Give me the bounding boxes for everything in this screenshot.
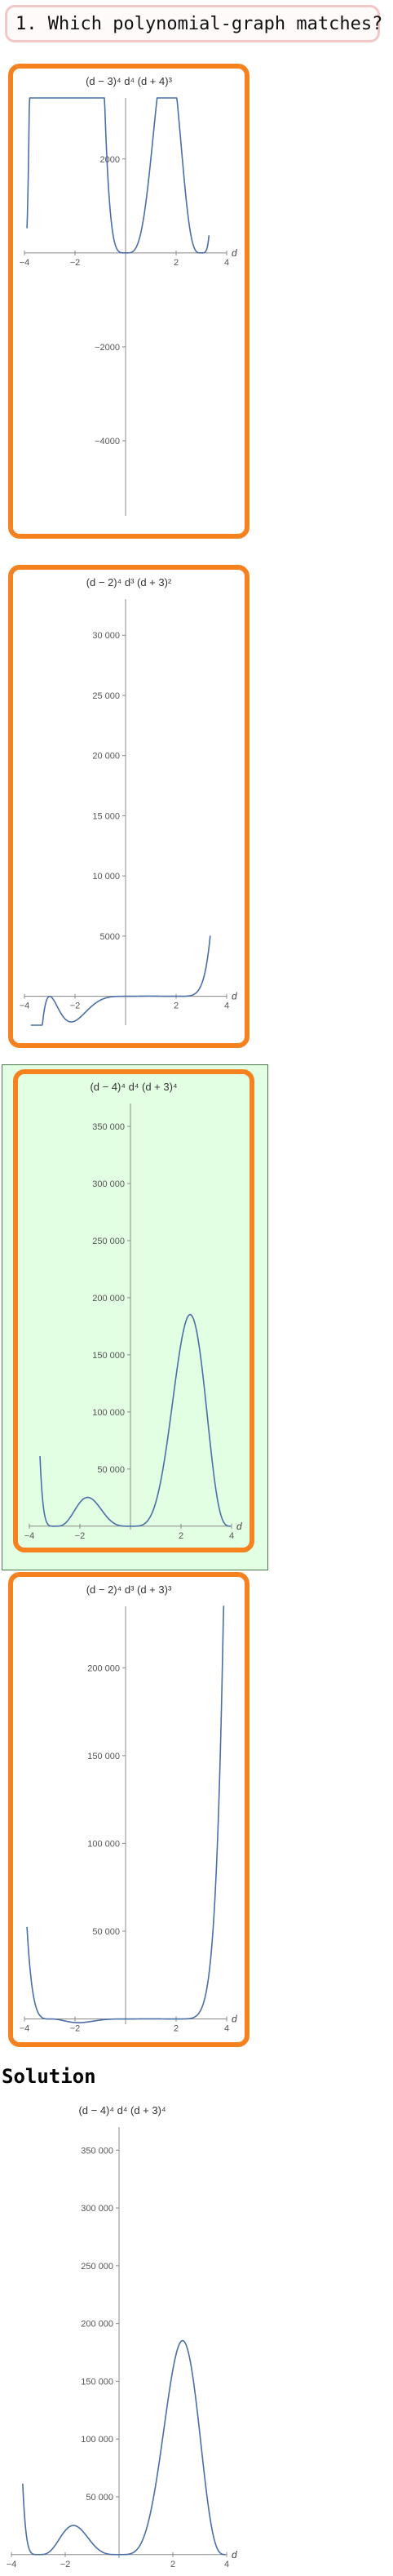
y-tick-label: 300 000	[81, 2204, 113, 2214]
x-tick-label: 4	[229, 1531, 234, 1541]
y-tick-label: 20 000	[92, 752, 120, 762]
y-tick-label: 250 000	[92, 1237, 125, 1246]
y-tick-label: −4000	[95, 437, 120, 446]
y-tick-label: 100 000	[81, 2435, 113, 2445]
x-axis-label: d	[236, 1521, 242, 1532]
plot-title: (d − 3)⁴ d⁴ (d + 4)³	[86, 75, 172, 87]
y-tick-label: 30 000	[92, 631, 120, 641]
x-tick-label: −4	[7, 2560, 17, 2569]
option-c-plot: (d − 4)⁴ d⁴ (d + 3)⁴ d −4 −2 2 4 50 000 100 000…	[24, 1081, 242, 1541]
y-tick-label: 300 000	[92, 1179, 125, 1189]
solution-plot-svg: (d − 4)⁴ d⁴ (d + 3)⁴ d −4 −2 2 4 50 000 100 000…	[7, 2104, 237, 2569]
x-axis-label: d	[232, 991, 237, 1002]
y-tick-label: 150 000	[87, 1752, 120, 1761]
y-tick-label: 250 000	[81, 2262, 113, 2272]
x-tick-label: −4	[24, 1531, 35, 1541]
x-tick-label: 4	[224, 258, 229, 268]
x-tick-label: 4	[224, 1002, 229, 1011]
x-tick-label: −4	[20, 2024, 30, 2034]
y-tick-label: 150 000	[92, 1351, 125, 1361]
x-tick-label: 4	[224, 2024, 229, 2034]
y-tick-label: 100 000	[92, 1408, 125, 1418]
option-card-b[interactable]: (d − 2)⁴ d³ (d + 3)² d −4 −2 2 4 5000 10 000 15 …	[8, 565, 249, 1048]
x-axis-label: d	[232, 2014, 237, 2025]
y-tick-label: 200 000	[81, 2320, 113, 2330]
plot-title: (d − 4)⁴ d⁴ (d + 3)⁴	[78, 2104, 166, 2116]
x-tick-label: −2	[60, 2560, 71, 2569]
x-tick-label: −2	[75, 1531, 86, 1541]
y-tick-label: 200 000	[92, 1294, 125, 1304]
y-tick-label: 50 000	[86, 2493, 113, 2503]
y-tick-label: 50 000	[97, 1465, 125, 1475]
x-tick-label: −2	[70, 258, 81, 268]
y-tick-label: −2000	[95, 343, 120, 353]
y-tick-label: 2000	[100, 155, 120, 165]
solution-plot: (d − 4)⁴ d⁴ (d + 3)⁴ d −4 −2 2 4 50 000 100 000…	[0, 2098, 245, 2576]
polynomial-curve	[26, 1606, 225, 2023]
y-tick-label: 50 000	[92, 1927, 120, 1937]
y-tick-label: 150 000	[81, 2377, 113, 2387]
plot-title: (d − 4)⁴ d⁴ (d + 3)⁴	[90, 1081, 177, 1093]
x-tick-label: 2	[170, 2560, 175, 2569]
question-text: 1. Which polynomial-graph matches?	[15, 13, 383, 34]
option-a-plot: (d − 3)⁴ d⁴ (d + 4)³ d −4 −2 2 4 2000 −2000 −400…	[20, 75, 237, 516]
x-tick-label: −4	[20, 1002, 30, 1011]
y-tick-label: 10 000	[92, 872, 120, 882]
y-tick-label: 5000	[100, 932, 120, 942]
y-tick-label: 25 000	[92, 691, 120, 701]
x-tick-label: 2	[174, 258, 179, 268]
x-tick-label: 2	[174, 2024, 179, 2034]
x-tick-label: −2	[70, 1002, 81, 1011]
polynomial-curve	[26, 97, 210, 254]
y-tick-label: 350 000	[81, 2146, 113, 2156]
y-tick-label: 15 000	[92, 811, 120, 821]
x-tick-label: 4	[224, 2560, 229, 2569]
option-card-a[interactable]: (d − 3)⁴ d⁴ (d + 4)³ d −4 −2 2 4 2000 −2000 −400…	[8, 64, 249, 539]
x-tick-label: 2	[179, 1531, 183, 1541]
y-tick-label: 350 000	[92, 1122, 125, 1132]
plot-title: (d − 2)⁴ d³ (d + 3)²	[86, 576, 172, 588]
polynomial-curve	[30, 935, 211, 1026]
question-header: 1. Which polynomial-graph matches?	[5, 5, 383, 42]
plot-title: (d − 2)⁴ d³ (d + 3)³	[86, 1583, 172, 1596]
x-tick-label: −2	[70, 2024, 81, 2034]
y-tick-label: 200 000	[87, 1663, 120, 1673]
solution-heading: Solution	[2, 2065, 96, 2088]
x-tick-label: −4	[20, 258, 30, 268]
option-card-c[interactable]: (d − 4)⁴ d⁴ (d + 3)⁴ d −4 −2 2 4 50 000 100 000…	[13, 1069, 254, 1552]
polynomial-curve	[22, 2339, 226, 2556]
x-axis-label: d	[232, 2549, 237, 2560]
option-card-d[interactable]: (d − 2)⁴ d³ (d + 3)³ d −4 −2 2 4 50 000 100 000…	[8, 1572, 249, 2047]
option-b-plot: (d − 2)⁴ d³ (d + 3)² d −4 −2 2 4 5000 10 000 15 …	[20, 576, 237, 1026]
polynomial-curve	[39, 1313, 231, 1527]
x-tick-label: 2	[174, 1002, 179, 1011]
y-tick-label: 100 000	[87, 1839, 120, 1849]
x-axis-label: d	[232, 247, 237, 259]
option-d-plot: (d − 2)⁴ d³ (d + 3)³ d −4 −2 2 4 50 000 100 000…	[20, 1583, 237, 2034]
